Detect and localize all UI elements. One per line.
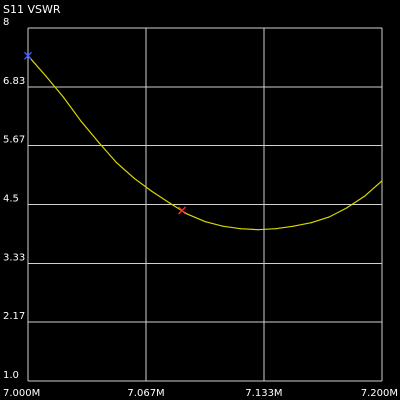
data-point-0-12 [239,228,241,230]
x-tick-label-1: 7.067M [127,388,164,399]
y-tick-label-6: 1.0 [3,370,19,381]
marker-0-stroke-1 [24,51,32,60]
data-point-0-19 [363,195,365,198]
data-point-0-14 [275,228,277,230]
series-line-0 [27,55,383,231]
data-point-0-1 [45,75,47,77]
y-tick-label-2: 5.67 [3,134,25,145]
y-tick-label-3: 4.5 [3,194,19,205]
chart-title: S11 VSWR [3,3,61,16]
data-point-0-20 [381,180,383,182]
y-tick-label-4: 3.33 [3,253,25,264]
data-point-0-8 [169,202,171,204]
data-point-0-10 [204,221,206,223]
data-point-0-18 [346,207,348,209]
data-point-0-16 [310,222,312,224]
data-point-0-7 [151,190,153,192]
data-point-0-2 [62,96,64,98]
data-point-0-13 [257,229,259,231]
data-point-0-15 [292,225,295,227]
x-tick-label-2: 7.133M [245,388,282,399]
data-point-0-17 [328,216,330,218]
marker-1[interactable] [177,206,186,215]
y-tick-label-1: 6.83 [3,76,25,87]
marker-1-stroke-1 [177,206,186,215]
x-tick-label-3: 7.200M [361,388,398,399]
x-tick-label-0: 7.000M [3,388,40,399]
data-point-0-3 [80,120,82,122]
data-point-0-11 [222,225,224,227]
data-point-0-4 [98,141,100,144]
data-point-0-5 [115,162,118,164]
y-tick-label-0: 8 [3,17,9,28]
data-point-0-6 [133,177,135,179]
marker-0[interactable] [24,51,32,60]
y-tick-label-5: 2.17 [3,311,25,322]
data-point-0-9 [186,213,188,215]
